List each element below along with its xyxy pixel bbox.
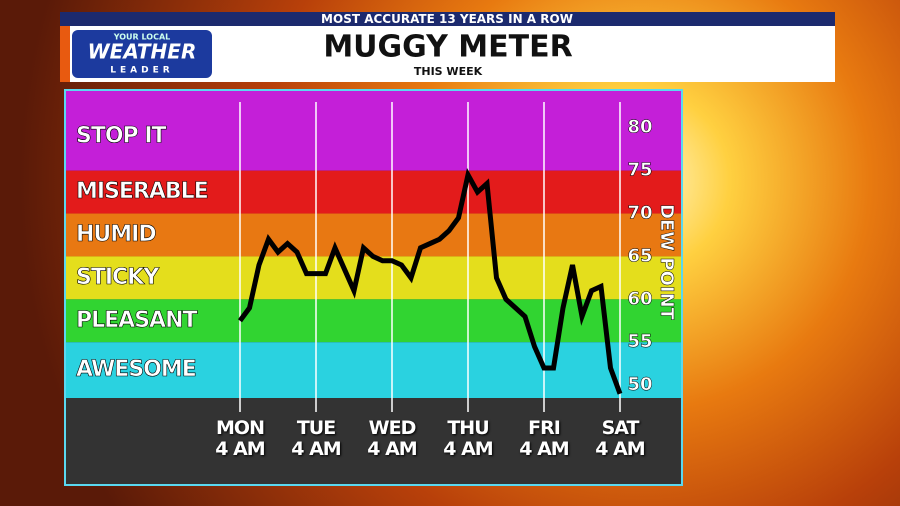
x-tick-label: FRI 4 AM (519, 417, 569, 460)
y-tick-label: 70 (627, 203, 652, 224)
y-tick-label: 60 (627, 288, 652, 309)
y-tick-label: 65 (627, 245, 652, 266)
logo-bottom: LEADER (110, 66, 173, 76)
band-label: PLEASANT (76, 308, 197, 333)
band-label: STOP IT (76, 123, 167, 148)
banner: MOST ACCURATE 13 YEARS IN A ROW (321, 12, 573, 26)
logo-main: WEATHER (88, 40, 197, 64)
y-axis-title: DEW POINT (656, 204, 677, 321)
logo-top: YOUR LOCAL (113, 33, 171, 42)
banner-bar (60, 12, 835, 26)
y-tick-label: 55 (627, 331, 652, 352)
line (237, 167, 623, 395)
x-tick-label: TUE 4 AM (291, 417, 341, 460)
y-tick-label: 50 (627, 374, 652, 395)
band (66, 91, 681, 171)
y-tick-label: 75 (627, 160, 652, 181)
y-tick-label: 80 (627, 117, 652, 138)
band (66, 213, 681, 257)
chart-title: MUGGY METER (323, 30, 572, 65)
x-tick-label: WED 4 AM (367, 417, 417, 460)
band-label: MISERABLE (76, 179, 208, 204)
band-label: AWESOME (76, 357, 196, 382)
x-tick-label: THU 4 AM (443, 417, 493, 460)
logo-bg (72, 30, 212, 78)
band-label: STICKY (76, 265, 160, 290)
x-tick-label: MON 4 AM (215, 417, 265, 460)
band-label: HUMID (76, 222, 156, 247)
band (66, 342, 681, 398)
band (66, 170, 681, 214)
x-tick-label: SAT 4 AM (595, 417, 645, 460)
accent (60, 26, 70, 82)
chart-subtitle: THIS WEEK (414, 65, 483, 78)
